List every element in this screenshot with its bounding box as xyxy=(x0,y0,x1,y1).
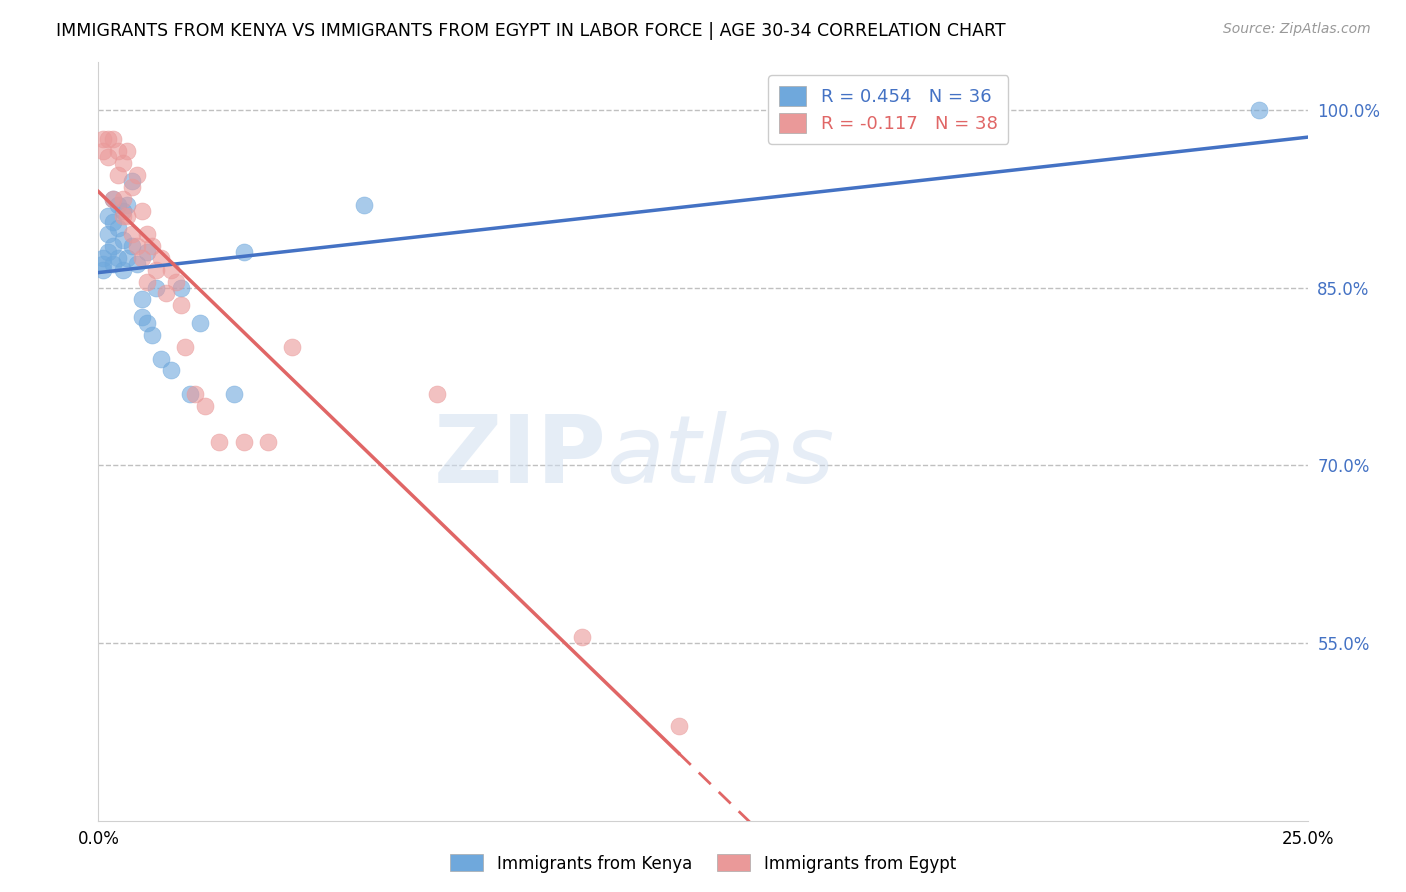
Point xyxy=(179,387,201,401)
Point xyxy=(188,316,211,330)
Point xyxy=(184,387,207,401)
Point xyxy=(150,251,173,265)
Legend: R = 0.454   N = 36, R = -0.117   N = 38: R = 0.454 N = 36, R = -0.117 N = 38 xyxy=(768,75,1008,144)
Point xyxy=(281,340,304,354)
Point xyxy=(141,327,163,342)
Point xyxy=(160,363,183,377)
Point xyxy=(426,387,449,401)
Point xyxy=(135,227,157,242)
Point xyxy=(131,251,153,265)
Point xyxy=(97,150,120,164)
Point xyxy=(256,434,278,449)
Point xyxy=(150,351,173,366)
Point xyxy=(91,257,114,271)
Point xyxy=(111,192,134,206)
Point xyxy=(111,210,134,224)
Point xyxy=(107,221,129,235)
Point xyxy=(97,210,120,224)
Point xyxy=(97,227,120,242)
Point xyxy=(135,275,157,289)
Point xyxy=(121,174,143,188)
Point xyxy=(101,192,124,206)
Point xyxy=(135,316,157,330)
Point xyxy=(117,145,139,159)
Point xyxy=(145,262,167,277)
Point xyxy=(232,244,254,259)
Point xyxy=(232,434,254,449)
Point xyxy=(117,251,139,265)
Text: atlas: atlas xyxy=(606,411,835,502)
Point xyxy=(101,239,124,253)
Point xyxy=(107,197,129,211)
Point xyxy=(91,262,114,277)
Point xyxy=(101,215,124,229)
Point xyxy=(111,233,134,247)
Point xyxy=(121,239,143,253)
Legend: Immigrants from Kenya, Immigrants from Egypt: Immigrants from Kenya, Immigrants from E… xyxy=(443,847,963,880)
Text: IMMIGRANTS FROM KENYA VS IMMIGRANTS FROM EGYPT IN LABOR FORCE | AGE 30-34 CORREL: IMMIGRANTS FROM KENYA VS IMMIGRANTS FROM… xyxy=(56,22,1005,40)
Text: Source: ZipAtlas.com: Source: ZipAtlas.com xyxy=(1223,22,1371,37)
Point xyxy=(131,203,153,218)
Point xyxy=(91,132,114,146)
Point xyxy=(91,145,114,159)
Point xyxy=(121,227,143,242)
Point xyxy=(1249,103,1271,117)
Point xyxy=(117,210,139,224)
Point xyxy=(111,156,134,170)
Point xyxy=(155,286,177,301)
Point xyxy=(174,340,197,354)
Point xyxy=(121,179,143,194)
Point xyxy=(111,262,134,277)
Point xyxy=(208,434,231,449)
Point xyxy=(97,132,120,146)
Point xyxy=(127,239,149,253)
Point xyxy=(135,244,157,259)
Point xyxy=(571,630,593,644)
Point xyxy=(131,293,153,307)
Point xyxy=(97,244,120,259)
Point xyxy=(160,262,183,277)
Point xyxy=(127,168,149,182)
Point xyxy=(222,387,245,401)
Point xyxy=(117,197,139,211)
Point xyxy=(141,239,163,253)
Point xyxy=(668,719,690,733)
Point xyxy=(169,280,191,294)
Point xyxy=(127,257,149,271)
Point xyxy=(165,275,187,289)
Point xyxy=(353,197,375,211)
Point xyxy=(111,203,134,218)
Point xyxy=(107,168,129,182)
Point xyxy=(194,399,217,413)
Point xyxy=(107,251,129,265)
Point xyxy=(91,251,114,265)
Text: ZIP: ZIP xyxy=(433,410,606,503)
Point xyxy=(101,257,124,271)
Point xyxy=(145,280,167,294)
Point xyxy=(101,192,124,206)
Point xyxy=(107,145,129,159)
Point xyxy=(101,132,124,146)
Point xyxy=(169,298,191,312)
Point xyxy=(131,310,153,325)
